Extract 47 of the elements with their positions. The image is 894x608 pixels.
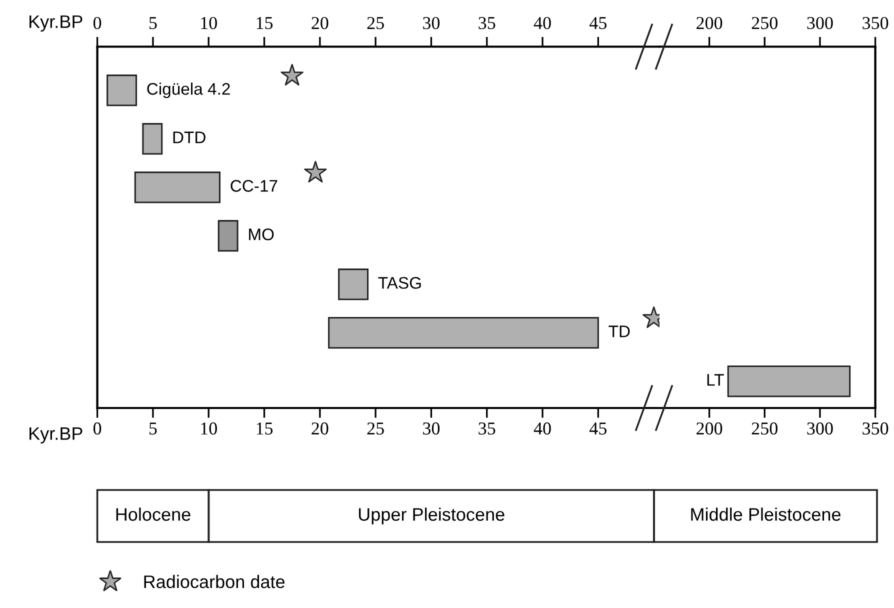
x-tick-label: 15 xyxy=(256,422,273,435)
x2-tick-label: 35 xyxy=(478,17,496,30)
y-tick-label: TD xyxy=(608,326,630,338)
bar xyxy=(218,220,238,252)
x2-tick-label: 15 xyxy=(256,17,273,30)
x-tick-label: 250 xyxy=(752,422,778,435)
x-axis-title: Kyr.BP xyxy=(30,427,82,444)
x2-tick-label: 45 xyxy=(590,17,607,30)
x2-tick-label: 5 xyxy=(149,17,157,30)
legend-label: Radiocarbon date xyxy=(144,574,285,588)
x2-tick-label: 300 xyxy=(807,16,833,30)
x2-tick-label: 20 xyxy=(312,16,328,30)
y-tick-label: TASG xyxy=(378,277,421,289)
x2-tick-label: 0 xyxy=(93,16,102,30)
bar xyxy=(142,123,163,155)
x2-tick-label: 350 xyxy=(862,16,888,30)
x-tick-label: 10 xyxy=(201,422,217,435)
x-tick-label: 200 xyxy=(696,422,722,435)
bar xyxy=(328,317,599,349)
x2-tick-label: 200 xyxy=(696,16,722,30)
x-tick-label: 300 xyxy=(807,422,833,435)
bar xyxy=(134,172,221,204)
x2-tick-label: 40 xyxy=(534,16,551,30)
text: Holocene xyxy=(116,508,190,521)
x-tick-label: 5 xyxy=(149,422,157,435)
y-tick-label: DTD xyxy=(173,132,206,144)
x-tick-label: 30 xyxy=(423,422,440,435)
x-tick-label: 40 xyxy=(534,422,551,435)
y-tick-label: Cigüela 4.2 xyxy=(147,82,230,98)
y-tick-label: MO xyxy=(249,228,274,240)
text: Upper Pleistocene xyxy=(358,508,504,524)
x2-axis-title: Kyr.BP xyxy=(30,15,82,32)
x2-tick-label: 10 xyxy=(201,16,217,30)
bar xyxy=(106,74,138,106)
y-tick-label: CC-17 xyxy=(230,180,278,192)
x-tick-label: 350 xyxy=(862,422,888,435)
x-tick-label: 0 xyxy=(93,422,102,435)
x-tick-label: 35 xyxy=(478,422,496,435)
x-tick-label: 45 xyxy=(590,422,607,435)
x-tick-label: 25 xyxy=(367,422,384,435)
x-tick-label: 20 xyxy=(312,422,328,435)
text: Middle Pleistocene xyxy=(691,508,840,521)
x2-tick-label: 250 xyxy=(752,16,778,30)
x2-tick-label: 30 xyxy=(423,16,440,30)
x2-tick-label: 25 xyxy=(367,17,384,30)
y-tick-label: LT xyxy=(707,374,724,386)
bar xyxy=(338,268,369,300)
